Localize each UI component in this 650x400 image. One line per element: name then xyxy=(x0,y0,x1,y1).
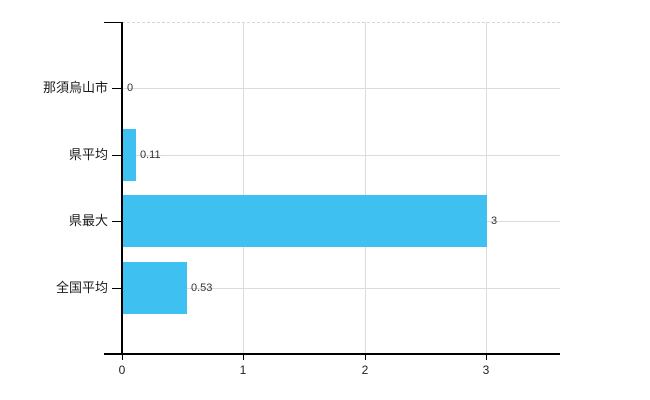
category-tick xyxy=(112,155,122,156)
bar-value-label: 3 xyxy=(491,215,498,227)
bar xyxy=(123,262,187,314)
category-tick xyxy=(112,88,122,89)
x-tick-label: 3 xyxy=(482,363,490,377)
bar-value-label: 0.11 xyxy=(140,149,161,161)
bar-value-label: 0.53 xyxy=(191,282,213,294)
category-label: 県最大 xyxy=(68,213,108,228)
x-tick-label: 1 xyxy=(239,363,247,377)
x-axis xyxy=(104,353,560,355)
bar xyxy=(123,129,136,181)
category-label: 県平均 xyxy=(68,147,108,162)
gridline-horizontal xyxy=(122,288,560,289)
x-axis-tick xyxy=(365,355,366,360)
bar-value-label: 0 xyxy=(127,82,134,94)
x-tick-label: 2 xyxy=(361,363,369,377)
y-axis xyxy=(121,22,123,355)
x-axis-tick xyxy=(486,355,487,360)
category-tick xyxy=(112,288,122,289)
category-label: 全国平均 xyxy=(55,280,108,295)
gridline-vertical xyxy=(486,22,487,354)
x-axis-tick xyxy=(122,355,123,360)
plot-top-border xyxy=(122,22,560,23)
category-label: 那須烏山市 xyxy=(42,80,108,95)
category-tick xyxy=(112,221,122,222)
gridline-horizontal xyxy=(122,88,560,89)
gridline-vertical xyxy=(243,22,244,354)
gridline-vertical xyxy=(365,22,366,354)
bar xyxy=(123,195,487,247)
y-axis-top-tick xyxy=(104,22,122,23)
x-tick-label: 0 xyxy=(118,363,126,377)
x-axis-tick xyxy=(243,355,244,360)
gridline-horizontal xyxy=(122,155,560,156)
